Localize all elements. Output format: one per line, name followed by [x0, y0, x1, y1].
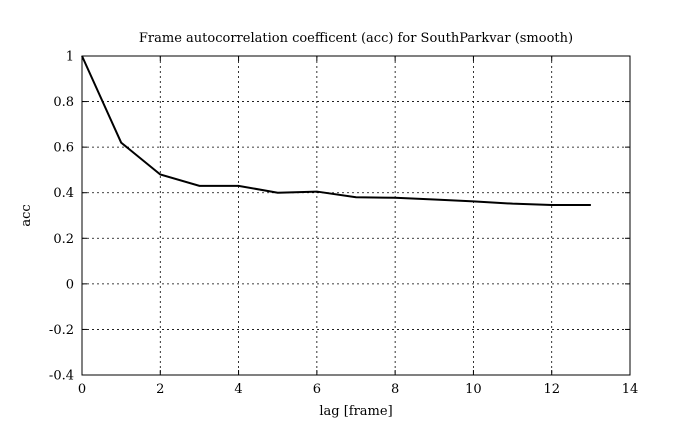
- x-tick-label: 14: [622, 382, 639, 397]
- x-tick-label: 4: [234, 382, 242, 397]
- x-tick-label: 10: [465, 382, 482, 397]
- x-axis-label: lag [frame]: [319, 404, 392, 419]
- x-tick-label: 6: [313, 382, 321, 397]
- y-tick-label: -0.4: [49, 369, 74, 384]
- y-axis-label: acc: [19, 204, 34, 226]
- series-layer: [81, 55, 591, 207]
- x-tick-label: 2: [156, 382, 164, 397]
- y-tick-label: 0.6: [53, 141, 74, 156]
- x-tick-label: 12: [543, 382, 560, 397]
- axis-ticks: 0 2 4 6 8 10 12 14 -0.4 -0.2 0 0.2 0.4 0.6 0.8 1: [49, 50, 638, 398]
- y-tick-label: 1: [66, 50, 74, 65]
- y-tick-label: 0.2: [53, 232, 74, 247]
- y-tick-label: 0: [66, 277, 74, 292]
- series-line: [81, 55, 591, 207]
- grid: [82, 56, 630, 375]
- y-tick-label: 0.8: [53, 95, 74, 110]
- chart-title: Frame autocorrelation coefficent (acc) f…: [139, 31, 573, 46]
- x-tick-label: 8: [391, 382, 399, 397]
- x-tick-label: 0: [78, 382, 86, 397]
- y-tick-label: -0.2: [49, 323, 74, 338]
- y-tick-label: 0.4: [53, 186, 74, 201]
- plot-frame: [81, 55, 631, 376]
